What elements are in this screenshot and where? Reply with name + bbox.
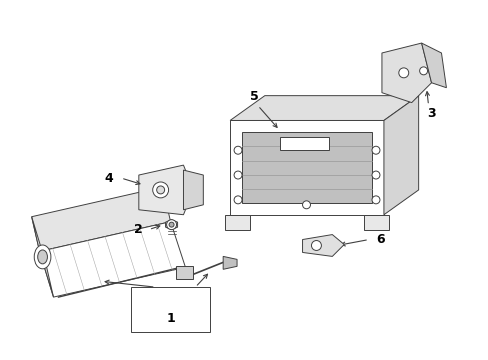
- Polygon shape: [175, 266, 193, 279]
- Circle shape: [234, 196, 242, 204]
- Circle shape: [419, 67, 427, 75]
- Circle shape: [234, 146, 242, 154]
- Polygon shape: [230, 121, 383, 215]
- Polygon shape: [381, 43, 431, 103]
- Circle shape: [371, 171, 379, 179]
- Polygon shape: [32, 187, 170, 251]
- Polygon shape: [32, 217, 53, 297]
- Circle shape: [398, 68, 408, 78]
- Polygon shape: [421, 43, 446, 88]
- Polygon shape: [230, 96, 418, 121]
- Circle shape: [169, 222, 174, 227]
- Text: 6: 6: [376, 233, 385, 246]
- Polygon shape: [302, 235, 344, 256]
- Circle shape: [302, 201, 310, 209]
- Circle shape: [156, 186, 164, 194]
- Polygon shape: [224, 215, 249, 230]
- Polygon shape: [223, 256, 237, 269]
- Polygon shape: [242, 132, 371, 203]
- Ellipse shape: [38, 250, 47, 264]
- Polygon shape: [364, 215, 388, 230]
- Bar: [131, 287, 210, 332]
- Circle shape: [234, 171, 242, 179]
- Polygon shape: [165, 220, 177, 230]
- Circle shape: [311, 240, 321, 251]
- Polygon shape: [383, 96, 418, 215]
- Text: 2: 2: [134, 223, 143, 236]
- Polygon shape: [139, 165, 193, 215]
- Polygon shape: [40, 222, 185, 297]
- Circle shape: [166, 220, 176, 230]
- Circle shape: [371, 196, 379, 204]
- Polygon shape: [279, 137, 328, 150]
- Text: 5: 5: [249, 90, 258, 103]
- Text: 3: 3: [427, 107, 435, 120]
- Text: 1: 1: [166, 312, 175, 325]
- Text: 4: 4: [104, 171, 113, 185]
- Circle shape: [152, 182, 168, 198]
- Circle shape: [371, 146, 379, 154]
- Ellipse shape: [34, 245, 51, 269]
- Polygon shape: [183, 170, 203, 210]
